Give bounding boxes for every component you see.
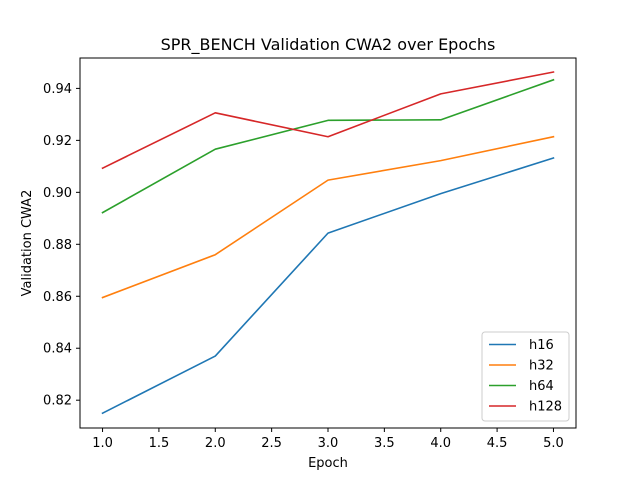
x-tick-label: 5.0 [543,436,564,451]
legend-box [481,331,570,422]
legend-label-h64: h64 [529,379,554,394]
x-tick-label: 2.0 [205,436,226,451]
legend-label-h32: h32 [529,359,554,374]
legend: h16 h32 h64 h128 [481,331,570,422]
legend-label-h128: h128 [529,400,562,415]
y-tick-label: 0.88 [43,238,72,253]
series-line-h16 [101,157,555,415]
y-tick-label: 0.94 [43,82,72,97]
y-tick-label: 0.92 [43,134,72,149]
series-layer [101,71,555,415]
chart-title: SPR_BENCH Validation CWA2 over Epochs [161,35,496,55]
y-tick-label: 0.84 [43,342,72,357]
x-axis-label: Epoch [308,456,348,471]
y-tick-label: 0.86 [43,290,72,305]
x-tick-label: 3.0 [318,436,339,451]
x-tick-label: 1.0 [92,436,113,451]
legend-label-h16: h16 [529,338,554,353]
y-axis-label: Validation CWA2 [20,190,35,297]
x-tick-label: 3.5 [374,436,395,451]
x-tick-label: 4.5 [487,436,508,451]
x-tick-label: 4.0 [430,436,451,451]
y-tick-label: 0.90 [43,186,72,201]
series-line-h128 [101,71,555,170]
series-line-h64 [101,78,555,214]
axes-layer: 1.0 1.5 2.0 2.5 3.0 3.5 4.0 4.5 5.0 0.82 0.84 0.86 0… [43,57,577,451]
x-tick-label: 2.5 [261,436,282,451]
series-line-h32 [101,135,555,299]
y-tick-label: 0.82 [43,394,72,409]
x-tick-label: 1.5 [149,436,170,451]
